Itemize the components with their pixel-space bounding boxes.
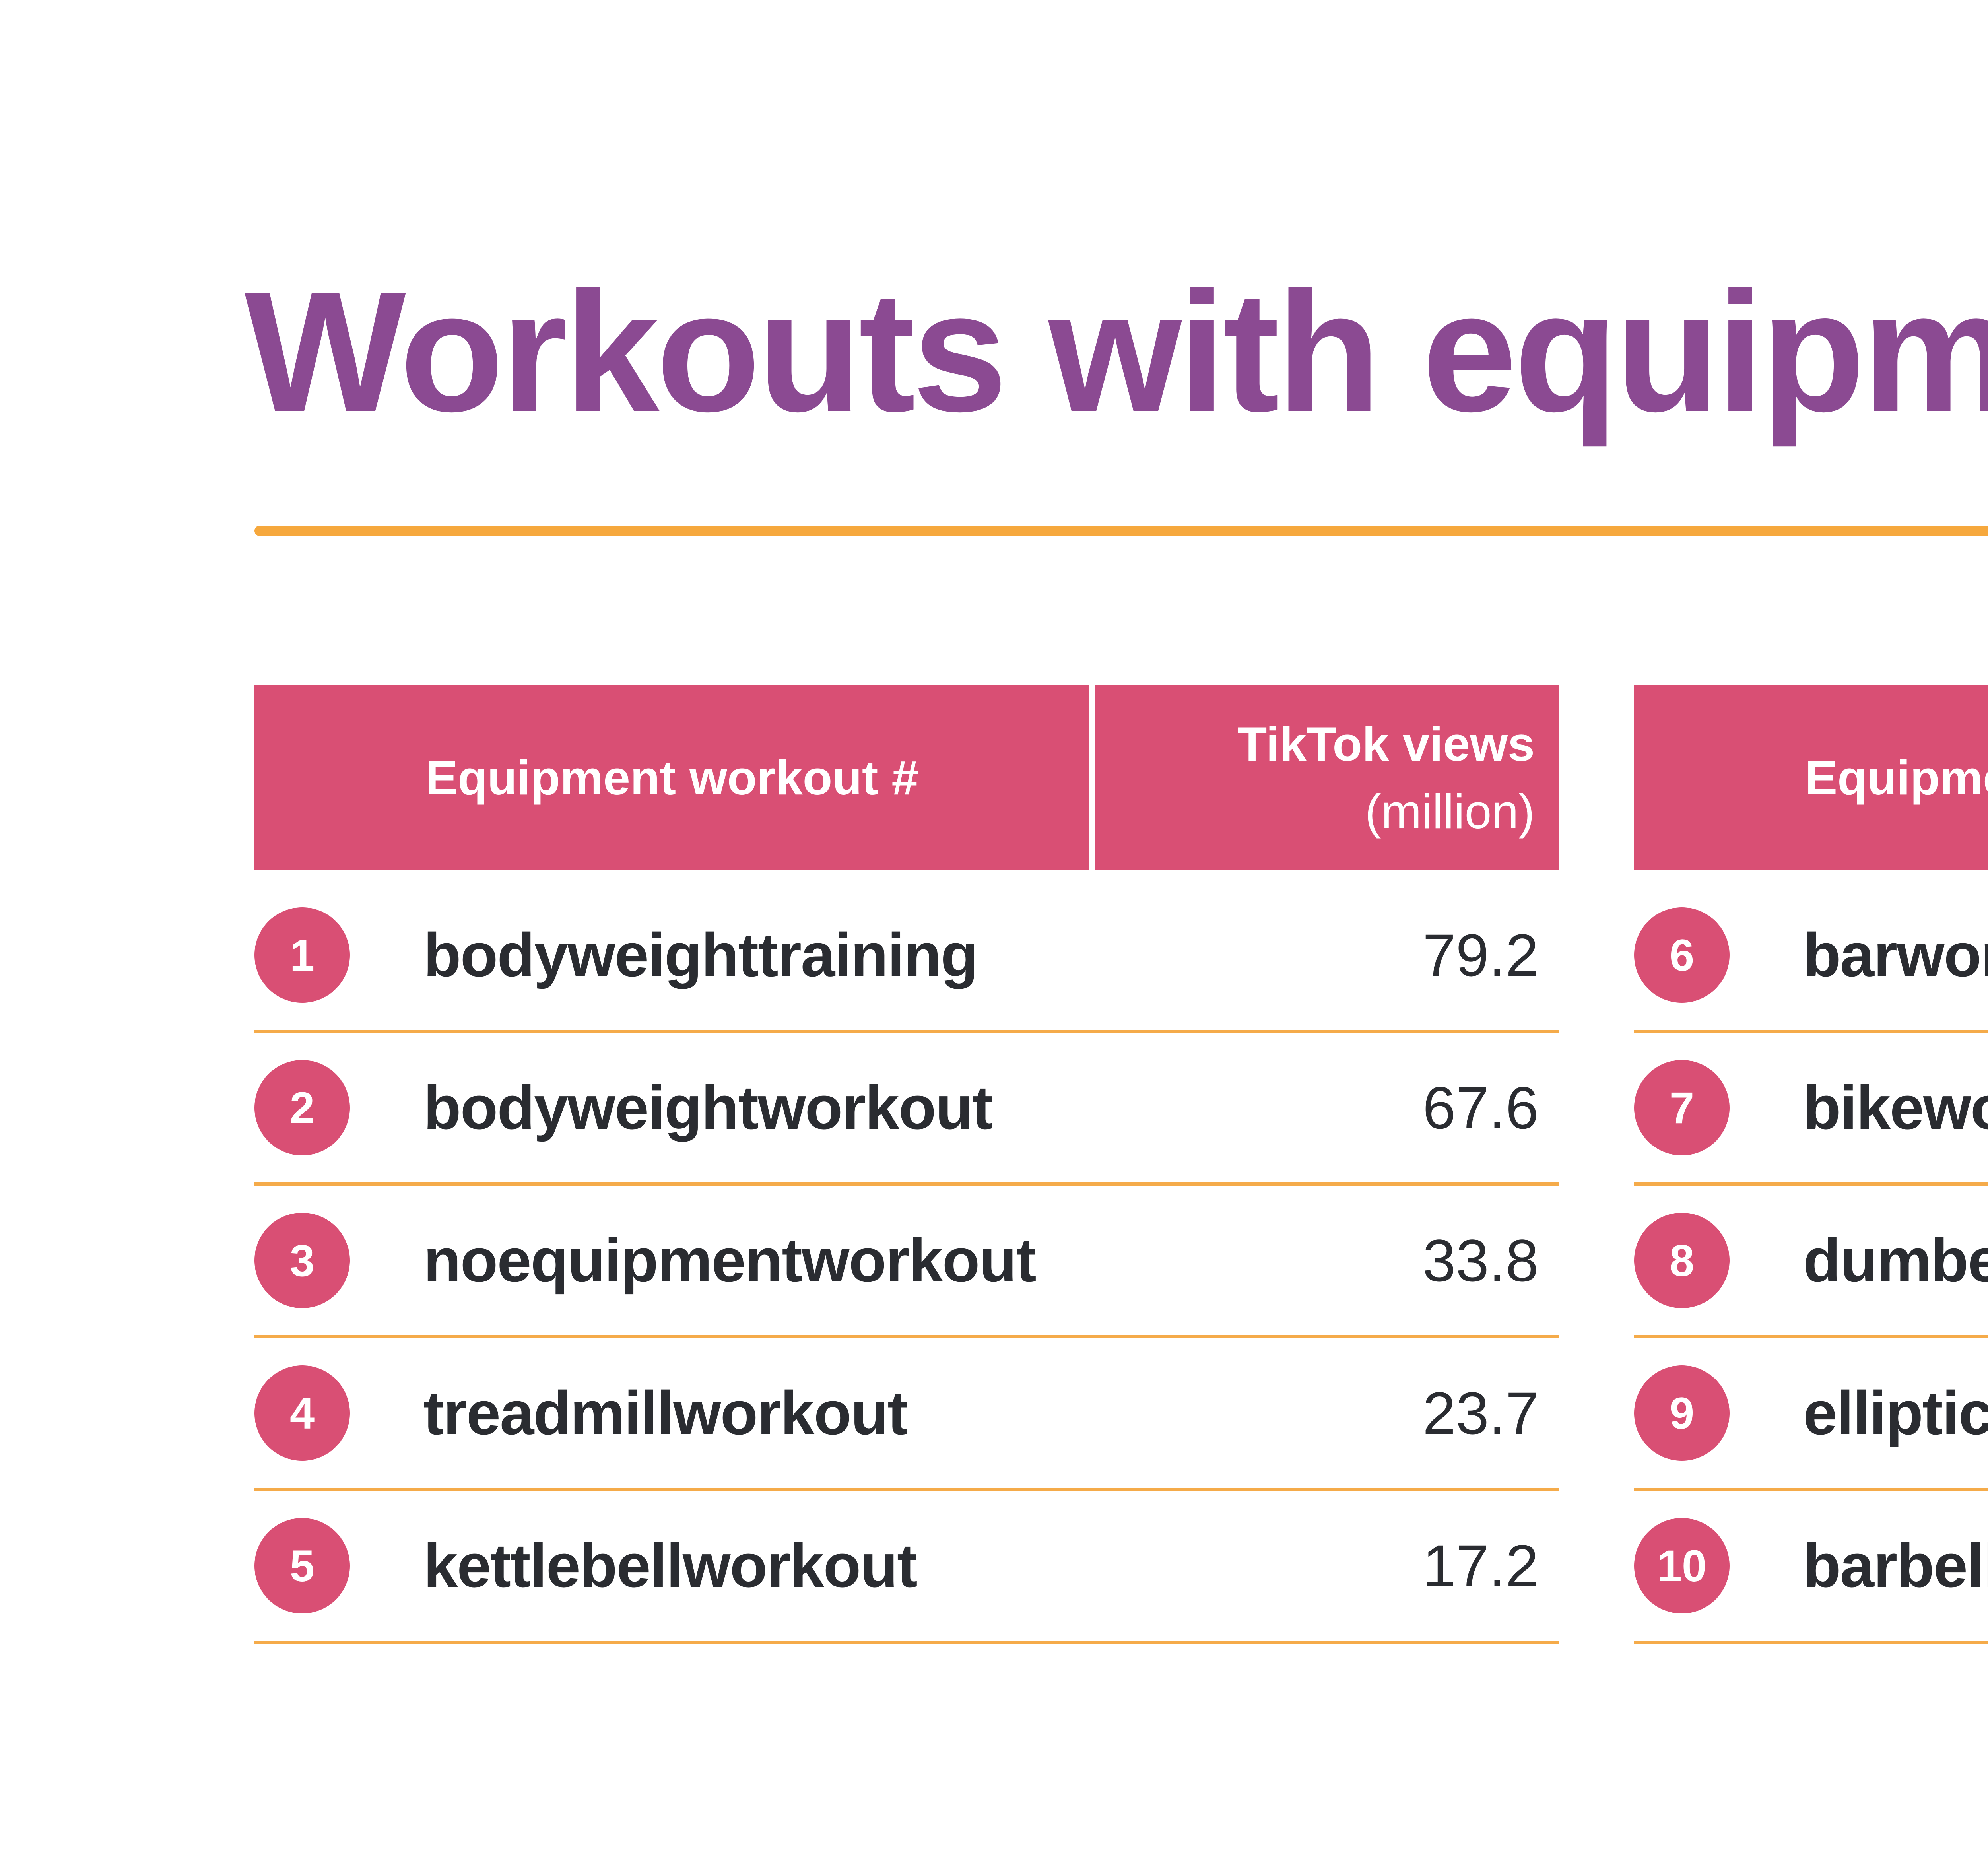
- column-header-equipment-workout: Equipment workout #: [254, 685, 1095, 870]
- rank-badge: 1: [254, 907, 350, 1003]
- table-row: 9ellipticalworkout2.4: [1634, 1338, 1988, 1491]
- rank-badge: 6: [1634, 907, 1730, 1003]
- rank-badge: 5: [254, 1518, 350, 1613]
- rank-badge: 2: [254, 1060, 350, 1155]
- table-row: 2 bodyweightworkout 67.6: [254, 1033, 1559, 1186]
- workout-hashtag: bikeworkout: [1803, 1073, 1988, 1142]
- views-header-unit: (million): [1365, 784, 1535, 839]
- title-underline: [254, 526, 1988, 536]
- workout-hashtag: barworkout: [1803, 920, 1988, 989]
- rank-badge: 8: [1634, 1213, 1730, 1308]
- table-row: 10barbellworkout2.3: [1634, 1491, 1988, 1644]
- rank-badge: 10: [1634, 1518, 1730, 1613]
- column-header-equipment-workout: Equipment workout #: [1634, 685, 1988, 870]
- rank-badge: 7: [1634, 1060, 1730, 1155]
- views-value: 67.6: [1423, 1074, 1539, 1141]
- rank-badge: 3: [254, 1213, 350, 1308]
- table-row: 3 noequipmentworkout 33.8: [254, 1186, 1559, 1338]
- workout-hashtag: bodyweightworkout: [423, 1073, 993, 1142]
- rank-badge: 9: [1634, 1365, 1730, 1461]
- table-rows: 1 bodyweighttraining 79.2 2 bodyweightworkou…: [254, 880, 1559, 1644]
- workout-hashtag: kettlebellworkout: [423, 1531, 918, 1600]
- column-header-views: TikTok views (million): [1095, 685, 1559, 870]
- table-row: 6barworkout5.0: [1634, 880, 1988, 1033]
- table-row: 5 kettlebellworkout 17.2: [254, 1491, 1559, 1644]
- workout-hashtag: ellipticalworkout: [1803, 1379, 1988, 1447]
- table-row: 1 bodyweighttraining 79.2: [254, 880, 1559, 1033]
- equipment-table-left: Equipment workout # TikTok views (millio…: [254, 685, 1559, 1644]
- views-value: 33.8: [1423, 1227, 1539, 1294]
- workout-hashtag: barbellworkout: [1803, 1531, 1988, 1600]
- views-header-label: TikTok views: [1237, 716, 1535, 771]
- views-value: 23.7: [1423, 1379, 1539, 1446]
- table-header: Equipment workout # TikTok views (millio…: [254, 685, 1559, 870]
- table-row: 4 treadmillworkout 23.7: [254, 1338, 1559, 1491]
- views-value: 79.2: [1423, 921, 1539, 988]
- workout-hashtag: dumbellworkout: [1803, 1226, 1988, 1295]
- table-rows: 6barworkout5.07bikeworkout4.08dumbellwor…: [1634, 880, 1988, 1644]
- workout-hashtag: bodyweighttraining: [423, 920, 978, 989]
- workout-hashtag: treadmillworkout: [423, 1379, 908, 1447]
- rank-badge: 4: [254, 1365, 350, 1461]
- table-row: 7bikeworkout4.0: [1634, 1033, 1988, 1186]
- page-title: Workouts with equipment: [245, 256, 1988, 447]
- views-value: 17.2: [1423, 1532, 1539, 1599]
- equipment-table-right: Equipment workout # TikTok views (millio…: [1634, 685, 1988, 1644]
- table-row: 8dumbellworkout3.9: [1634, 1186, 1988, 1338]
- table-header: Equipment workout # TikTok views (millio…: [1634, 685, 1988, 870]
- workout-hashtag: noequipmentworkout: [423, 1226, 1037, 1295]
